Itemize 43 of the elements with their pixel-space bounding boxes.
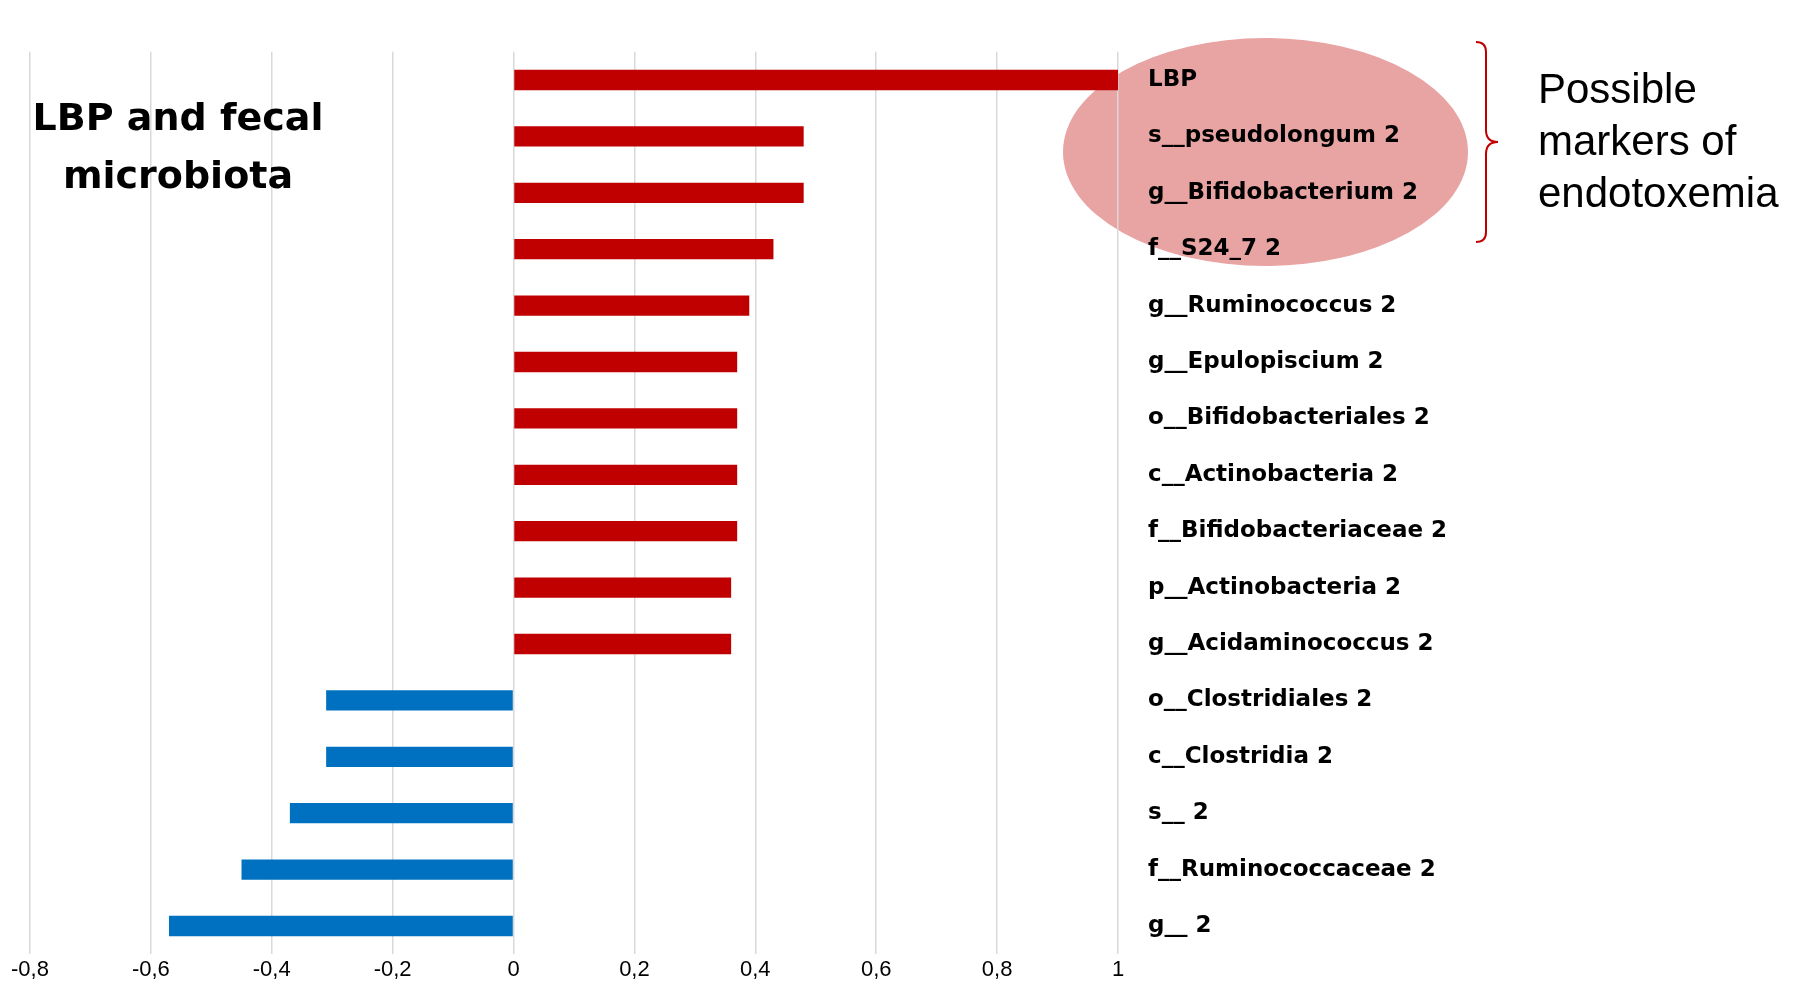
bar bbox=[326, 690, 513, 711]
x-tick-label: -0,2 bbox=[373, 956, 412, 982]
x-tick-label: -0,6 bbox=[131, 956, 170, 982]
y-tick-label: f__Bifidobacteriaceae 2 bbox=[1148, 516, 1448, 543]
bar bbox=[326, 746, 513, 767]
y-tick-label: LBP bbox=[1148, 64, 1198, 91]
x-tick-label: 0 bbox=[507, 956, 520, 982]
x-tick-label: -0,4 bbox=[252, 956, 291, 982]
x-tick-label: 0,6 bbox=[860, 956, 892, 982]
bar bbox=[514, 464, 738, 485]
y-tick-label: p__Actinobacteria 2 bbox=[1148, 572, 1401, 599]
y-tick-label: g__Bifidobacterium 2 bbox=[1148, 177, 1418, 204]
bar bbox=[514, 126, 804, 147]
text: LBP and fecal microbiota bbox=[31, 94, 325, 199]
bar bbox=[514, 239, 774, 260]
bar bbox=[241, 859, 513, 880]
bar bbox=[514, 521, 738, 542]
bar bbox=[514, 633, 732, 655]
x-tick-label: 0,4 bbox=[740, 956, 771, 982]
bar bbox=[514, 351, 738, 373]
x-tick-label: -0,8 bbox=[10, 956, 49, 982]
text: Possible markers of endotoxemia bbox=[1538, 64, 1780, 218]
y-tick-label: g__Epulopiscium 2 bbox=[1148, 346, 1384, 373]
y-tick-label: f__Ruminococcaceae 2 bbox=[1148, 854, 1436, 881]
y-tick-label: c__Actinobacteria 2 bbox=[1148, 459, 1399, 486]
x-tick-label: 0,8 bbox=[981, 956, 1013, 982]
y-tick-label: f__S24_7 2 bbox=[1148, 234, 1282, 261]
y-tick-label: s__pseudolongum 2 bbox=[1148, 121, 1400, 148]
y-tick-label: g__Ruminococcus 2 bbox=[1148, 290, 1397, 317]
y-tick-label: c__Clostridia 2 bbox=[1148, 741, 1333, 768]
y-tick-label: o__Clostridiales 2 bbox=[1148, 685, 1373, 712]
bar bbox=[514, 295, 750, 316]
bar bbox=[514, 408, 738, 429]
x-tick-label: 0,2 bbox=[619, 956, 650, 982]
x-tick-label: 1 bbox=[1111, 956, 1125, 982]
bar bbox=[289, 803, 513, 824]
bar bbox=[168, 915, 513, 937]
y-tick-label: g__ 2 bbox=[1148, 910, 1212, 937]
bar bbox=[514, 182, 804, 203]
bar bbox=[514, 577, 732, 598]
y-tick-label: g__Acidaminococcus 2 bbox=[1148, 628, 1434, 655]
y-tick-label: s__ 2 bbox=[1148, 798, 1209, 825]
y-tick-label: o__Bifidobacteriales 2 bbox=[1148, 403, 1430, 430]
